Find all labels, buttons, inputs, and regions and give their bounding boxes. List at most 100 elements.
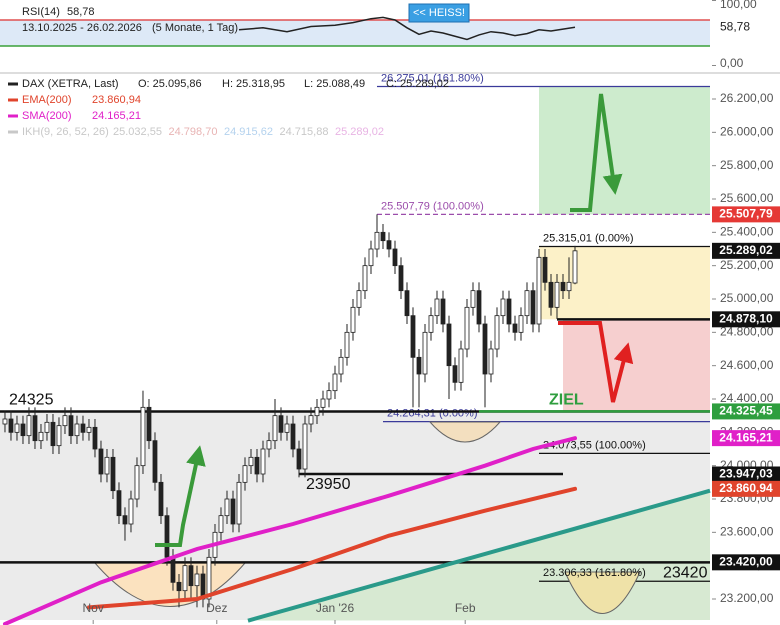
- candle-body: [230, 498, 236, 525]
- down-up-arrow: [558, 321, 634, 403]
- candle-body: [290, 423, 296, 450]
- candle-body: [416, 356, 422, 375]
- legend: RSI(14) 58,78 13.10.2025 - 26.02.2026 (5…: [8, 3, 470, 138]
- candle-body: [164, 515, 170, 558]
- price-label: 24.325,45: [719, 404, 773, 418]
- candle-body: [434, 298, 440, 317]
- candle-body: [272, 415, 278, 442]
- candle-body: [188, 565, 194, 587]
- candle-body: [146, 406, 152, 442]
- candle-body: [530, 290, 536, 325]
- cup-shape: [564, 571, 641, 614]
- x-tick-label: Dez: [206, 601, 227, 615]
- candle-body: [26, 415, 32, 437]
- moving-average: [86, 486, 577, 610]
- candle-body: [296, 448, 302, 470]
- legend-name: IKH(9, 26, 52, 26): [22, 126, 109, 138]
- candle-body: [488, 348, 494, 375]
- ohlc-open: O: 25.095,86: [138, 78, 202, 90]
- candle-body: [236, 481, 242, 525]
- candle-body: [392, 248, 398, 267]
- candle-body: [260, 448, 266, 475]
- signal-badge: [408, 3, 470, 23]
- zone: [538, 86, 710, 215]
- price-label-box: [712, 430, 780, 447]
- candle-body: [284, 423, 290, 433]
- candle-body: [524, 290, 530, 317]
- y-tick-label: 23.200,00: [720, 591, 774, 605]
- candle-body: [80, 423, 86, 433]
- instrument-title: DAX (XETRA, Last): [22, 78, 119, 90]
- candle-body: [128, 498, 134, 525]
- candle-body: [278, 415, 284, 433]
- candle-body: [518, 315, 524, 333]
- rsi-band: [0, 20, 710, 46]
- candle-body: [68, 415, 74, 437]
- y-tick-label: 24.800,00: [720, 325, 774, 339]
- legend-swatch: [8, 98, 18, 102]
- candle-body: [344, 331, 350, 358]
- candle-body: [20, 423, 26, 437]
- candle-body: [266, 440, 272, 450]
- candle-body: [350, 306, 356, 333]
- candle-body: [404, 290, 410, 317]
- price-label-box: [712, 554, 780, 571]
- candle-body: [332, 373, 338, 392]
- candle-body: [56, 425, 62, 447]
- candle-body: [506, 298, 512, 325]
- candle-body: [458, 348, 464, 383]
- candle-body: [452, 365, 458, 383]
- candle-body: [482, 323, 488, 375]
- y-tick-label: 25.600,00: [720, 191, 774, 205]
- candle-body: [386, 240, 392, 250]
- x-tick-label: Nov: [83, 601, 104, 615]
- x-tick-label: Feb: [455, 601, 476, 615]
- candle-body: [182, 565, 188, 592]
- rsi-name: RSI(14): [22, 6, 60, 18]
- candle-body: [242, 465, 248, 483]
- price-label: 23.420,00: [719, 555, 773, 569]
- candle-body: [248, 456, 254, 467]
- y-tick-label: 26.000,00: [720, 125, 774, 139]
- price-label-box: [712, 480, 780, 497]
- candle-body: [338, 356, 344, 375]
- level-label: ZIEL: [549, 392, 584, 409]
- candle-body: [140, 406, 146, 467]
- candle-body: [86, 426, 92, 433]
- candle-body: [50, 421, 56, 447]
- rsi-line: [238, 16, 576, 41]
- price-label-box: [712, 403, 780, 420]
- price-label: 24.165,21: [719, 430, 773, 444]
- candle-body: [368, 248, 374, 267]
- y-tick-label: 0,00: [720, 56, 744, 70]
- legend-swatch: [8, 114, 18, 118]
- y-tick-label: 24.600,00: [720, 358, 774, 372]
- price-label: 23.860,94: [719, 481, 773, 495]
- legend-value: 24.915,62: [224, 126, 273, 138]
- y-tick-label: 25.400,00: [720, 225, 774, 239]
- candle-body: [374, 231, 380, 250]
- candle-body: [8, 418, 14, 433]
- candle-body: [206, 556, 212, 600]
- candle-body: [422, 331, 428, 375]
- candle-body: [464, 306, 470, 350]
- candle-body: [38, 431, 44, 442]
- ohlc-close: C: 25.289,02: [386, 78, 449, 90]
- level-label: 24325: [9, 392, 54, 409]
- candle-body: [254, 456, 260, 475]
- ohlc-high: H: 25.318,95: [222, 78, 285, 90]
- candle-body: [134, 465, 140, 500]
- legend-name: SMA(200): [22, 110, 72, 122]
- price-label-box: [712, 311, 780, 328]
- candle-body: [2, 418, 8, 425]
- price-label-box: [712, 466, 780, 483]
- price-label: 23.947,03: [719, 467, 773, 481]
- cup-shape: [428, 421, 502, 443]
- legend-name: EMA(200): [22, 94, 72, 106]
- price-label: 25.507,79: [719, 207, 773, 221]
- fib-label: 25.507,79 (100.00%): [381, 200, 484, 212]
- legend-value: 23.860,94: [92, 94, 141, 106]
- candle-body: [122, 515, 128, 525]
